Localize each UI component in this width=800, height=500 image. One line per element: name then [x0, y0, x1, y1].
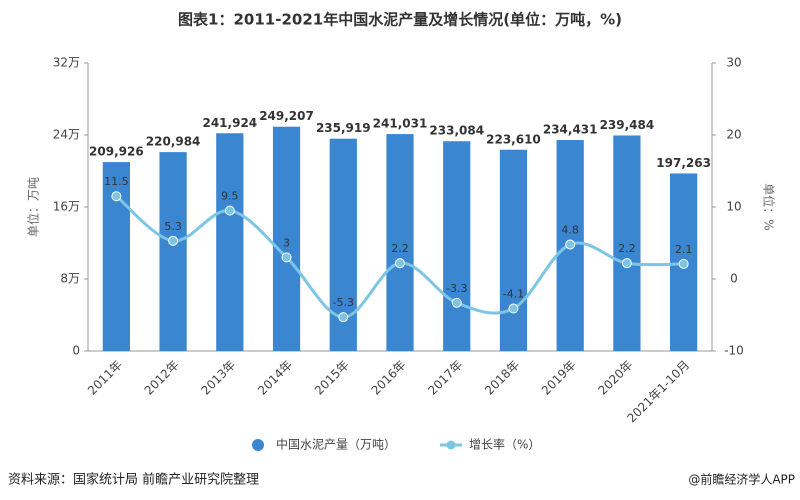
bar-value-label: 241,031: [373, 117, 428, 131]
x-tick-label: 2011年: [85, 358, 125, 398]
line-value-label: 5.3: [164, 220, 182, 233]
line-point: [168, 235, 179, 246]
bar-value-label: 239,484: [600, 118, 655, 132]
y2-tick-label: 30: [726, 56, 741, 70]
y-tick-label: 8万: [60, 272, 80, 286]
y-tick-label: 24万: [53, 128, 80, 142]
line-value-label: 2.2: [391, 242, 409, 255]
bar-value-label: 197,263: [656, 156, 711, 170]
y2-axis-label: 单位：%: [762, 183, 777, 230]
x-tick-label: 2016年: [369, 358, 409, 398]
x-tick-label: 2015年: [312, 358, 352, 398]
bar: [443, 141, 471, 351]
line-point: [281, 252, 292, 263]
bar: [159, 152, 187, 351]
bar-value-label: 241,924: [202, 116, 257, 130]
line-value-label: 3: [283, 236, 290, 249]
x-tick-label: 2019年: [539, 358, 579, 398]
x-tick-label: 2018年: [482, 358, 522, 398]
y-tick-label: 16万: [53, 200, 80, 214]
y-tick-label: 0: [72, 344, 80, 358]
bar-value-label: 223,610: [486, 132, 541, 146]
line-point: [565, 239, 576, 250]
x-tick-label: 2017年: [425, 358, 465, 398]
line-point: [508, 303, 519, 314]
legend-marker: [252, 439, 264, 451]
bar-value-label: 220,984: [146, 135, 201, 149]
y2-tick-label: 10: [726, 200, 741, 214]
bar: [499, 149, 528, 351]
x-tick-label: 2013年: [198, 358, 238, 398]
line-value-label: 11.5: [104, 175, 129, 188]
legend-marker: [446, 440, 456, 450]
line-value-label: 2.1: [675, 243, 693, 256]
line-point: [111, 191, 122, 202]
bar-value-label: 234,431: [543, 123, 598, 137]
line-value-label: -4.1: [503, 288, 524, 301]
bar-value-label: 233,084: [429, 124, 484, 138]
bar-value-label: 249,207: [259, 109, 314, 123]
line-value-label: 4.8: [561, 223, 579, 236]
y2-tick-label: 20: [726, 128, 741, 142]
line-value-label: 2.2: [618, 242, 636, 255]
line-value-label: 9.5: [221, 190, 239, 203]
x-tick-label: 2020年: [596, 358, 636, 398]
y-axis-label: 单位：万吨: [26, 177, 41, 237]
y-tick-label: 32万: [53, 56, 80, 70]
line-point: [224, 205, 235, 216]
bar-value-label: 235,919: [316, 121, 371, 135]
line-point: [395, 258, 405, 269]
line-point: [678, 258, 689, 269]
y2-tick-label: 0: [730, 272, 738, 286]
x-tick-label: 2012年: [142, 358, 182, 398]
credit: @前瞻经济学人APP: [688, 472, 795, 487]
legend-label: 中国水泥产量（万吨）: [276, 437, 396, 452]
bar: [216, 133, 244, 351]
line-value-label: -5.3: [333, 296, 354, 309]
line-value-label: -3.3: [446, 282, 467, 295]
y2-tick-label: -10: [724, 344, 744, 358]
line-point: [621, 258, 632, 269]
line-point: [338, 312, 349, 323]
bar: [102, 162, 130, 351]
bar: [386, 134, 414, 351]
x-tick-label: 2014年: [255, 358, 295, 398]
legend-label: 增长率（%）: [469, 437, 540, 452]
bar: [613, 135, 641, 351]
source: 资料来源：国家统计局 前瞻产业研究院整理: [8, 472, 259, 488]
bar: [272, 126, 301, 351]
chart-title: 图表1：2011-2021年中国水泥产量及增长情况(单位：万吨，%): [178, 11, 622, 29]
line-point: [451, 297, 462, 308]
bar-value-label: 209,926: [89, 145, 144, 159]
